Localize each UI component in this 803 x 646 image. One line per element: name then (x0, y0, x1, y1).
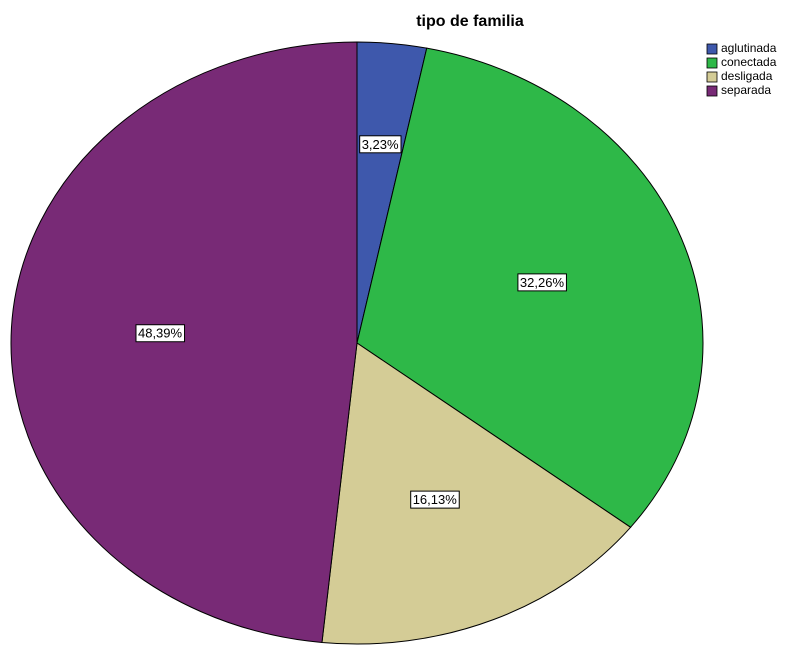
legend-swatch (706, 85, 718, 97)
label-box (517, 273, 567, 292)
legend-swatch (706, 43, 718, 55)
label-box (359, 135, 402, 154)
legend-swatch (706, 57, 718, 69)
pie-slice (321, 342, 632, 645)
legend-swatch (706, 71, 718, 83)
legend-label: separada (721, 83, 771, 97)
label-box (135, 324, 186, 343)
data-label: 32,26% (520, 275, 565, 290)
chart-title: tipo de familia (416, 13, 524, 30)
data-label: 48,39% (138, 326, 183, 341)
legend-label: aglutinada (721, 41, 777, 55)
legend-label: desligada (721, 69, 773, 83)
legend-label: conectada (721, 55, 777, 69)
data-label: 16,13% (413, 492, 458, 507)
pie (10, 41, 704, 645)
data-labels: 3,23% 32,26% 16,13% 48,39% (135, 135, 567, 509)
data-label: 3,23% (362, 137, 399, 152)
label-box (410, 490, 460, 509)
